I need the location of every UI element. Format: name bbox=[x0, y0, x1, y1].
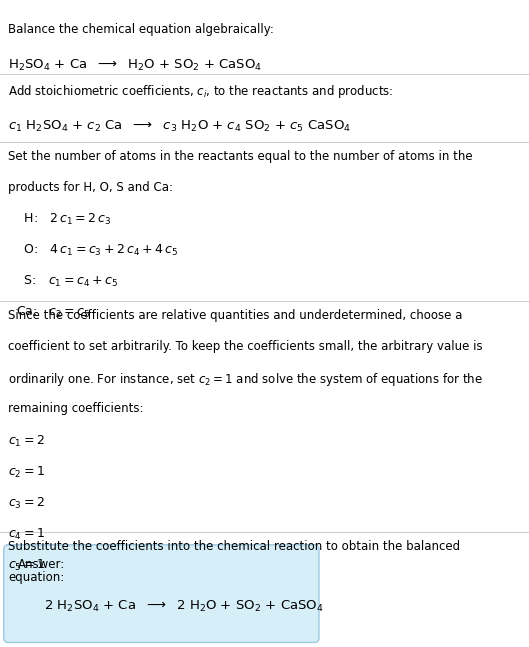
Text: H$_2$SO$_4$ + Ca  $\longrightarrow$  H$_2$O + SO$_2$ + CaSO$_4$: H$_2$SO$_4$ + Ca $\longrightarrow$ H$_2$… bbox=[8, 58, 262, 73]
Text: $c_1$ H$_2$SO$_4$ + $c_2$ Ca  $\longrightarrow$  $c_3$ H$_2$O + $c_4$ SO$_2$ + $: $c_1$ H$_2$SO$_4$ + $c_2$ Ca $\longright… bbox=[8, 118, 351, 133]
Text: Answer:: Answer: bbox=[17, 558, 65, 571]
Text: $c_5 = 1$: $c_5 = 1$ bbox=[8, 558, 45, 573]
Text: Substitute the coefficients into the chemical reaction to obtain the balanced: Substitute the coefficients into the che… bbox=[8, 540, 460, 553]
Text: O:   $4\,c_1 = c_3 + 2\,c_4 + 4\,c_5$: O: $4\,c_1 = c_3 + 2\,c_4 + 4\,c_5$ bbox=[16, 243, 178, 258]
Text: 2 H$_2$SO$_4$ + Ca  $\longrightarrow$  2 H$_2$O + SO$_2$ + CaSO$_4$: 2 H$_2$SO$_4$ + Ca $\longrightarrow$ 2 H… bbox=[19, 599, 323, 614]
Text: Balance the chemical equation algebraically:: Balance the chemical equation algebraica… bbox=[8, 23, 274, 36]
Text: Set the number of atoms in the reactants equal to the number of atoms in the: Set the number of atoms in the reactants… bbox=[8, 150, 472, 163]
Text: Since the coefficients are relative quantities and underdetermined, choose a: Since the coefficients are relative quan… bbox=[8, 309, 462, 322]
Text: products for H, O, S and Ca:: products for H, O, S and Ca: bbox=[8, 181, 173, 194]
Text: remaining coefficients:: remaining coefficients: bbox=[8, 402, 143, 415]
Text: Ca:   $c_2 = c_5$: Ca: $c_2 = c_5$ bbox=[16, 305, 90, 320]
Text: $c_3 = 2$: $c_3 = 2$ bbox=[8, 496, 44, 510]
Text: $c_4 = 1$: $c_4 = 1$ bbox=[8, 527, 45, 542]
Text: $c_2 = 1$: $c_2 = 1$ bbox=[8, 465, 45, 479]
Text: ordinarily one. For instance, set $c_2 = 1$ and solve the system of equations fo: ordinarily one. For instance, set $c_2 =… bbox=[8, 371, 483, 388]
Text: Add stoichiometric coefficients, $c_i$, to the reactants and products:: Add stoichiometric coefficients, $c_i$, … bbox=[8, 83, 394, 100]
Text: equation:: equation: bbox=[8, 571, 64, 584]
Text: S:   $c_1 = c_4 + c_5$: S: $c_1 = c_4 + c_5$ bbox=[16, 274, 118, 289]
Text: H:   $2\,c_1 = 2\,c_3$: H: $2\,c_1 = 2\,c_3$ bbox=[16, 212, 111, 227]
Text: $c_1 = 2$: $c_1 = 2$ bbox=[8, 433, 44, 448]
Text: coefficient to set arbitrarily. To keep the coefficients small, the arbitrary va: coefficient to set arbitrarily. To keep … bbox=[8, 340, 482, 353]
FancyBboxPatch shape bbox=[4, 545, 319, 642]
